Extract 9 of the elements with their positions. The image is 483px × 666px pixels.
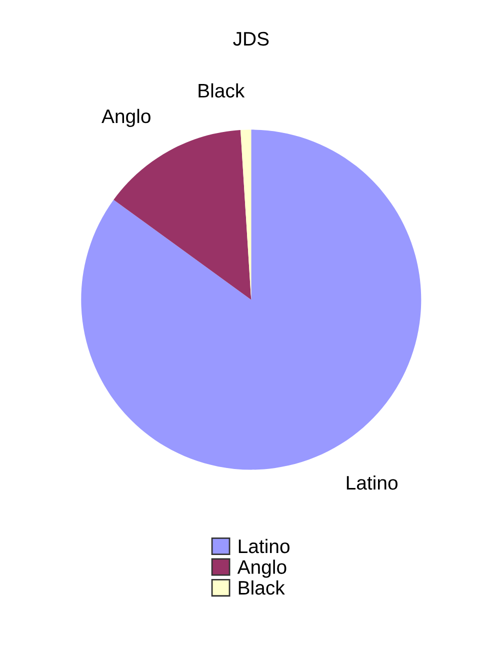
chart-title: JDS [233,32,269,46]
pie-slice [81,130,422,470]
legend-label: Latino [238,538,290,554]
legend-label: Black [238,580,285,595]
pie-slice [114,130,252,300]
slice-label: Latino [346,475,398,490]
slice-label: Black [198,83,245,98]
legend-label: Anglo [237,560,286,578]
slice-label: Anglo [102,108,150,127]
